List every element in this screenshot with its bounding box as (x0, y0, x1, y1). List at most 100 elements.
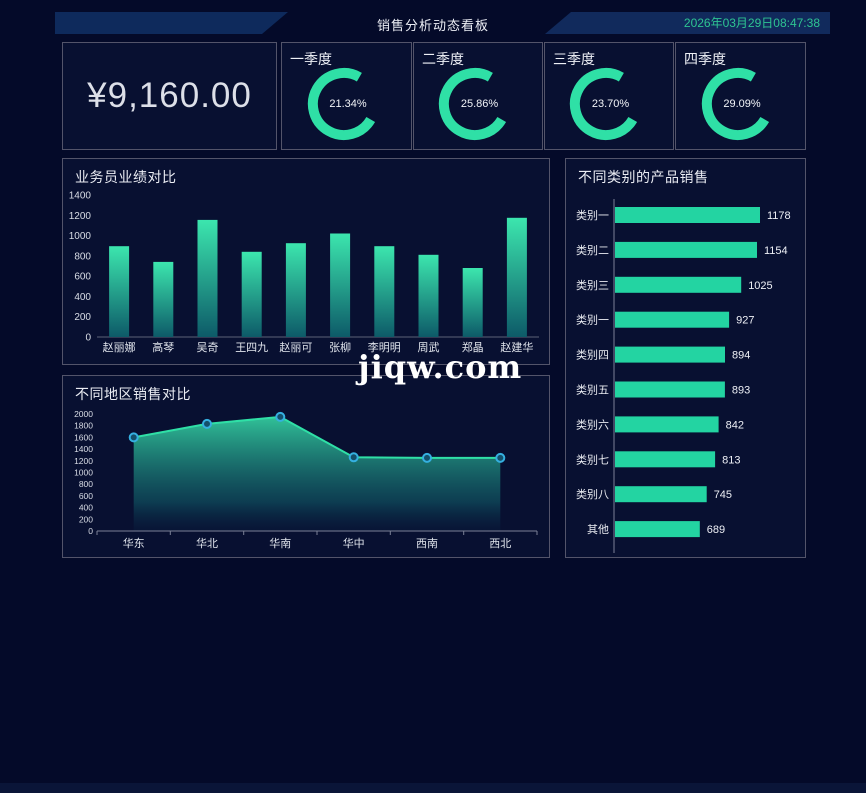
hbar (615, 207, 760, 223)
hbar (615, 416, 719, 433)
area-chart-svg: 0200400600800100012001400160018002000华东华… (74, 409, 538, 550)
y-tick-label: 400 (79, 503, 93, 513)
category-label: 类别四 (576, 348, 609, 362)
bar (462, 268, 483, 337)
point-marker (348, 452, 359, 463)
category-label: 类别六 (576, 417, 609, 431)
bar (506, 217, 527, 337)
y-tick-label: 1400 (74, 444, 93, 454)
donut-gauge-icon (569, 68, 642, 140)
y-tick-label: 1200 (69, 211, 92, 222)
value-label: 1025 (748, 280, 772, 292)
donut-gauge-icon (701, 68, 774, 140)
x-tick-label: 华东 (123, 536, 145, 550)
y-tick-label: 1200 (74, 456, 93, 466)
gauge-card-q2: 二季度 25.86% (413, 42, 543, 150)
gauge-value: 23.70% (591, 98, 630, 110)
category-label: 类别一 (576, 313, 609, 327)
hbar (615, 311, 730, 328)
x-tick-label: 华北 (196, 536, 218, 550)
hbar (615, 381, 725, 398)
y-tick-label: 800 (74, 251, 91, 262)
panel-title: 不同类别的产品销售 (578, 169, 709, 185)
gauge-ring-q3: 23.70% (567, 65, 645, 143)
donut-gauge-icon (438, 68, 511, 140)
bar (109, 246, 130, 337)
area-fill (133, 416, 501, 531)
gauge-label: 四季度 (684, 51, 726, 67)
watermark: jiqw.com (358, 348, 523, 386)
value-label: 894 (732, 350, 750, 362)
gauge-ring-q4: 29.09% (698, 65, 776, 143)
hbar (615, 241, 757, 258)
panel-title: 业务员业绩对比 (75, 169, 177, 185)
x-tick-label: 西北 (489, 537, 511, 550)
bar (241, 251, 262, 337)
value-label: 1154 (764, 245, 788, 257)
gauge-ring-q1: 21.34% (304, 65, 382, 143)
salesperson-bar-chart: 0 200 400 600 800 1000 1200 1400 赵丽娜 高琴 吴奇 王四九 赵丽可 张柳… (67, 185, 545, 363)
x-tick-label: 郑晶 (462, 340, 484, 354)
bar (285, 243, 306, 337)
bar (418, 254, 439, 337)
point-marker (495, 452, 506, 463)
value-label: 813 (722, 454, 740, 466)
gauge-value: 21.34% (329, 98, 367, 110)
gauge-label: 二季度 (422, 51, 464, 67)
category-label: 类别二 (576, 243, 609, 257)
gauge-ring-q2: 25.86% (436, 65, 514, 143)
y-tick-label: 0 (85, 333, 91, 344)
category-label: 类别三 (576, 278, 609, 292)
x-tick-label: 赵丽可 (279, 340, 312, 354)
x-tick-label: 赵建华 (500, 340, 533, 354)
donut-gauge-icon (307, 68, 380, 140)
total-sales-card: ¥9,160.00 (62, 42, 277, 150)
y-tick-label: 200 (74, 312, 91, 323)
x-tick-label: 李明明 (368, 340, 401, 354)
point-marker (202, 418, 212, 429)
x-tick-label: 王四九 (235, 341, 268, 354)
hbar (615, 451, 716, 468)
category-label: 类别八 (576, 487, 609, 501)
footer-strip (0, 783, 866, 793)
y-tick-label: 0 (88, 526, 93, 536)
page-title: 销售分析动态看板 (376, 18, 489, 33)
datetime-display: 2026年03月29日08:47:38 (545, 12, 830, 34)
hbar (615, 486, 707, 503)
panel-title: 不同地区销售对比 (75, 386, 191, 402)
hbar-chart-svg: 类别一 1178 类别二 1154 类别三 1025 类别一 927 类别四 894 类别五 893 类… (576, 199, 791, 553)
x-tick-label: 华南 (269, 536, 291, 550)
y-tick-label: 1400 (69, 191, 92, 202)
panel-salesperson-performance: 业务员业绩对比 0 200 400 600 800 1000 1200 1400 赵丽娜 高琴 吴奇… (62, 158, 550, 365)
y-tick-label: 2000 (74, 409, 93, 419)
hbar (615, 521, 700, 538)
region-area-chart: 0 200 400 600 800 1000 1200 1400 1600 1800 2000 华东华… (67, 402, 545, 556)
category-label: 类别七 (576, 452, 609, 466)
hbar (615, 276, 742, 293)
value-label: 745 (714, 489, 732, 501)
y-tick-label: 600 (79, 491, 93, 501)
bar (330, 233, 351, 337)
value-label: 689 (707, 524, 725, 536)
y-tick-label: 200 (79, 514, 93, 524)
gauge-label: 三季度 (553, 51, 595, 67)
gauge-card-q4: 四季度 29.09% (675, 42, 806, 150)
x-tick-label: 周武 (418, 341, 440, 354)
y-tick-label: 1600 (74, 432, 93, 442)
category-label: 类别一 (576, 208, 609, 222)
panel-category-sales: 不同类别的产品销售 类别一 1178 类别二 1154 类别三 1025 类别一 927 类别四… (565, 158, 806, 558)
x-tick-label: 吴奇 (197, 341, 219, 354)
y-tick-label: 400 (74, 292, 91, 303)
point-marker (422, 452, 432, 463)
x-tick-label: 华中 (343, 536, 365, 550)
gauge-label: 一季度 (290, 51, 332, 67)
point-marker (275, 411, 286, 422)
y-tick-label: 1000 (74, 468, 93, 478)
x-tick-label: 张柳 (329, 340, 351, 354)
line-path (133, 415, 501, 459)
category-hbar-chart: 类别一 1178 类别二 1154 类别三 1025 类别一 927 类别四 894 类别五 893 类… (568, 159, 803, 557)
gauge-value: 25.86% (460, 98, 499, 110)
value-label: 842 (726, 419, 744, 431)
hbar (615, 346, 725, 363)
